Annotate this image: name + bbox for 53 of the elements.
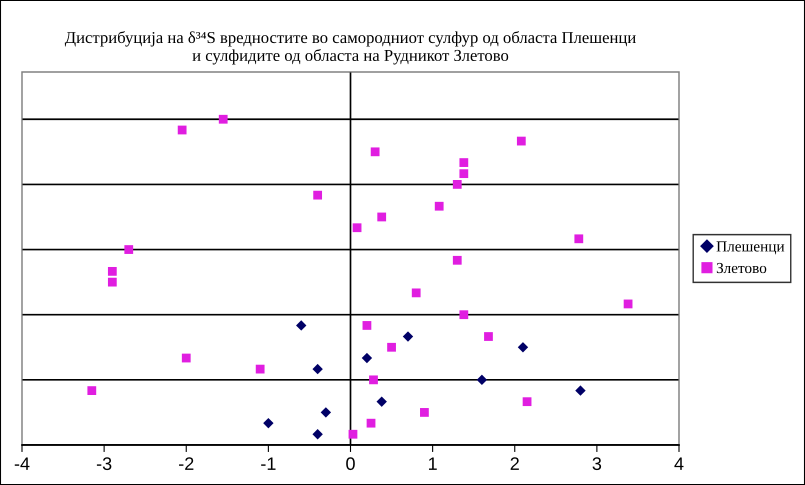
point (178, 126, 187, 134)
x-tick-label: -3 (96, 457, 112, 470)
legend-label: Злетово (716, 262, 766, 274)
point (320, 407, 332, 418)
point (624, 300, 632, 308)
point (516, 136, 526, 146)
x-tick-label: -2 (179, 457, 194, 470)
point (459, 158, 468, 167)
x-tick-label: -1 (261, 457, 276, 470)
point (459, 310, 468, 320)
point (313, 190, 322, 200)
chart-title: Дистрибуција на δ³⁴S вредностите во самородниот сулфур од областа Плешенци и сулфидите од областа на Рудникот Злетово (64, 31, 636, 64)
point (366, 418, 376, 428)
point (87, 386, 96, 395)
point (256, 364, 265, 374)
point (218, 114, 228, 124)
point (574, 234, 584, 244)
point (312, 429, 323, 440)
point (370, 147, 380, 156)
x-tick-label: 2 (510, 457, 519, 470)
x-tick-label: 1 (428, 457, 437, 470)
point (459, 169, 468, 178)
point (362, 321, 372, 330)
point (369, 375, 378, 384)
point (452, 256, 462, 265)
point (434, 202, 444, 211)
point (108, 278, 117, 287)
point (376, 396, 387, 407)
point (412, 288, 421, 298)
point (377, 212, 386, 222)
x-tick-label: 3 (592, 457, 602, 470)
point (312, 364, 323, 374)
point (452, 180, 462, 189)
point (387, 342, 396, 352)
point (263, 418, 274, 428)
point (362, 352, 372, 364)
point (182, 354, 191, 362)
legend-label: Плешенци (716, 241, 784, 254)
point (124, 245, 134, 254)
x-tick-label: 4 (674, 457, 684, 470)
point (518, 342, 528, 352)
x-tick-label: -4 (14, 457, 30, 470)
point (476, 374, 488, 386)
point (522, 397, 532, 406)
point (484, 332, 493, 341)
point (402, 331, 414, 342)
point (348, 430, 358, 439)
point (296, 320, 306, 331)
point (352, 223, 362, 232)
point (575, 385, 586, 396)
point (108, 266, 117, 276)
point (420, 408, 429, 417)
x-tick-label: 0 (346, 457, 355, 470)
